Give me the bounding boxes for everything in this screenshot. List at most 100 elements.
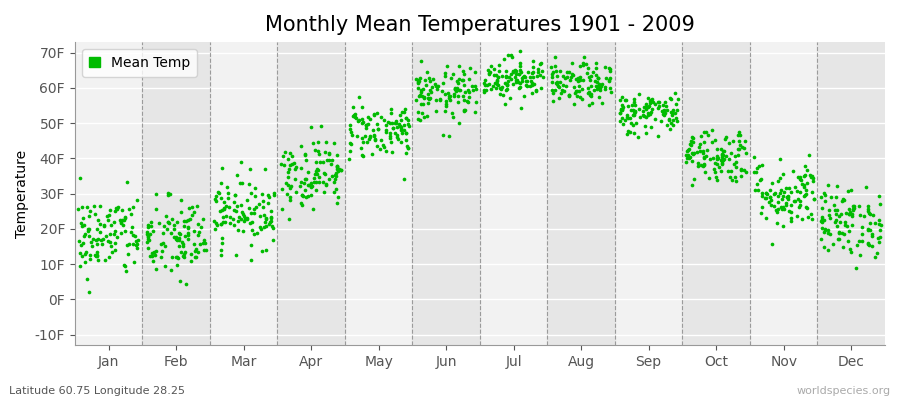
Point	[525, 89, 539, 96]
Point	[343, 139, 357, 146]
Point	[613, 97, 627, 104]
Point	[123, 211, 138, 217]
Point	[577, 54, 591, 60]
Point	[86, 236, 101, 242]
Point	[87, 252, 102, 258]
Point	[562, 93, 576, 100]
Point	[182, 205, 196, 212]
Point	[212, 190, 226, 196]
Point	[793, 198, 807, 204]
Point	[363, 116, 377, 122]
Point	[330, 166, 345, 172]
Point	[716, 158, 730, 164]
Point	[383, 119, 398, 126]
Point	[731, 132, 745, 138]
Point	[655, 108, 670, 114]
Point	[456, 108, 471, 114]
Point	[199, 247, 213, 253]
Point	[277, 162, 292, 168]
Point	[78, 258, 93, 265]
Point	[512, 71, 526, 78]
Point	[208, 196, 222, 202]
Point	[112, 216, 127, 223]
Point	[217, 206, 231, 212]
Point	[509, 71, 524, 77]
Point	[103, 231, 117, 238]
Point	[188, 254, 202, 260]
Point	[509, 77, 524, 83]
Point	[476, 80, 491, 86]
Point	[552, 84, 566, 90]
Point	[767, 190, 781, 197]
Point	[843, 187, 858, 193]
Point	[256, 191, 270, 198]
Point	[254, 226, 268, 232]
Point	[420, 95, 435, 102]
Point	[862, 210, 877, 216]
Point	[763, 202, 778, 208]
Point	[188, 248, 202, 254]
Point	[690, 148, 705, 155]
Point	[658, 109, 672, 116]
Point	[733, 142, 747, 148]
Point	[478, 77, 492, 83]
Point	[645, 106, 660, 112]
Point	[299, 157, 313, 163]
Point	[734, 166, 748, 173]
Point	[140, 239, 154, 245]
Point	[284, 153, 299, 160]
Point	[433, 96, 447, 102]
Point	[397, 122, 411, 128]
Point	[320, 157, 334, 163]
Point	[619, 112, 634, 118]
Point	[816, 217, 831, 224]
Point	[101, 216, 115, 223]
Point	[805, 216, 819, 222]
Point	[851, 203, 866, 210]
Point	[799, 166, 814, 173]
Point	[377, 117, 392, 123]
Point	[129, 242, 143, 248]
Point	[391, 136, 405, 142]
Point	[163, 267, 177, 273]
Point	[263, 219, 277, 226]
Point	[732, 138, 746, 144]
Point	[598, 86, 612, 92]
Point	[822, 227, 836, 233]
Point	[589, 83, 603, 89]
Point	[104, 222, 118, 228]
Point	[482, 81, 496, 88]
Point	[73, 262, 87, 269]
Point	[114, 218, 129, 225]
Point	[443, 97, 457, 103]
Point	[776, 193, 790, 200]
Point	[410, 79, 425, 86]
Point	[814, 236, 829, 242]
Point	[716, 161, 730, 168]
Point	[219, 213, 233, 219]
Point	[455, 77, 470, 84]
Point	[861, 240, 876, 246]
Point	[76, 240, 90, 246]
Point	[518, 74, 532, 80]
Point	[346, 112, 361, 119]
Point	[626, 112, 640, 118]
Point	[528, 87, 543, 94]
Point	[110, 234, 124, 240]
Point	[258, 216, 273, 223]
Point	[845, 210, 859, 217]
Point	[598, 64, 612, 70]
Point	[602, 75, 616, 82]
Point	[238, 216, 252, 222]
Point	[508, 77, 523, 83]
Point	[213, 247, 228, 254]
Point	[550, 81, 564, 88]
Point	[445, 110, 459, 116]
Point	[842, 228, 857, 234]
Point	[96, 236, 111, 242]
Point	[572, 75, 586, 82]
Point	[615, 106, 629, 112]
Point	[681, 155, 696, 161]
Point	[668, 90, 682, 97]
Point	[389, 120, 403, 126]
